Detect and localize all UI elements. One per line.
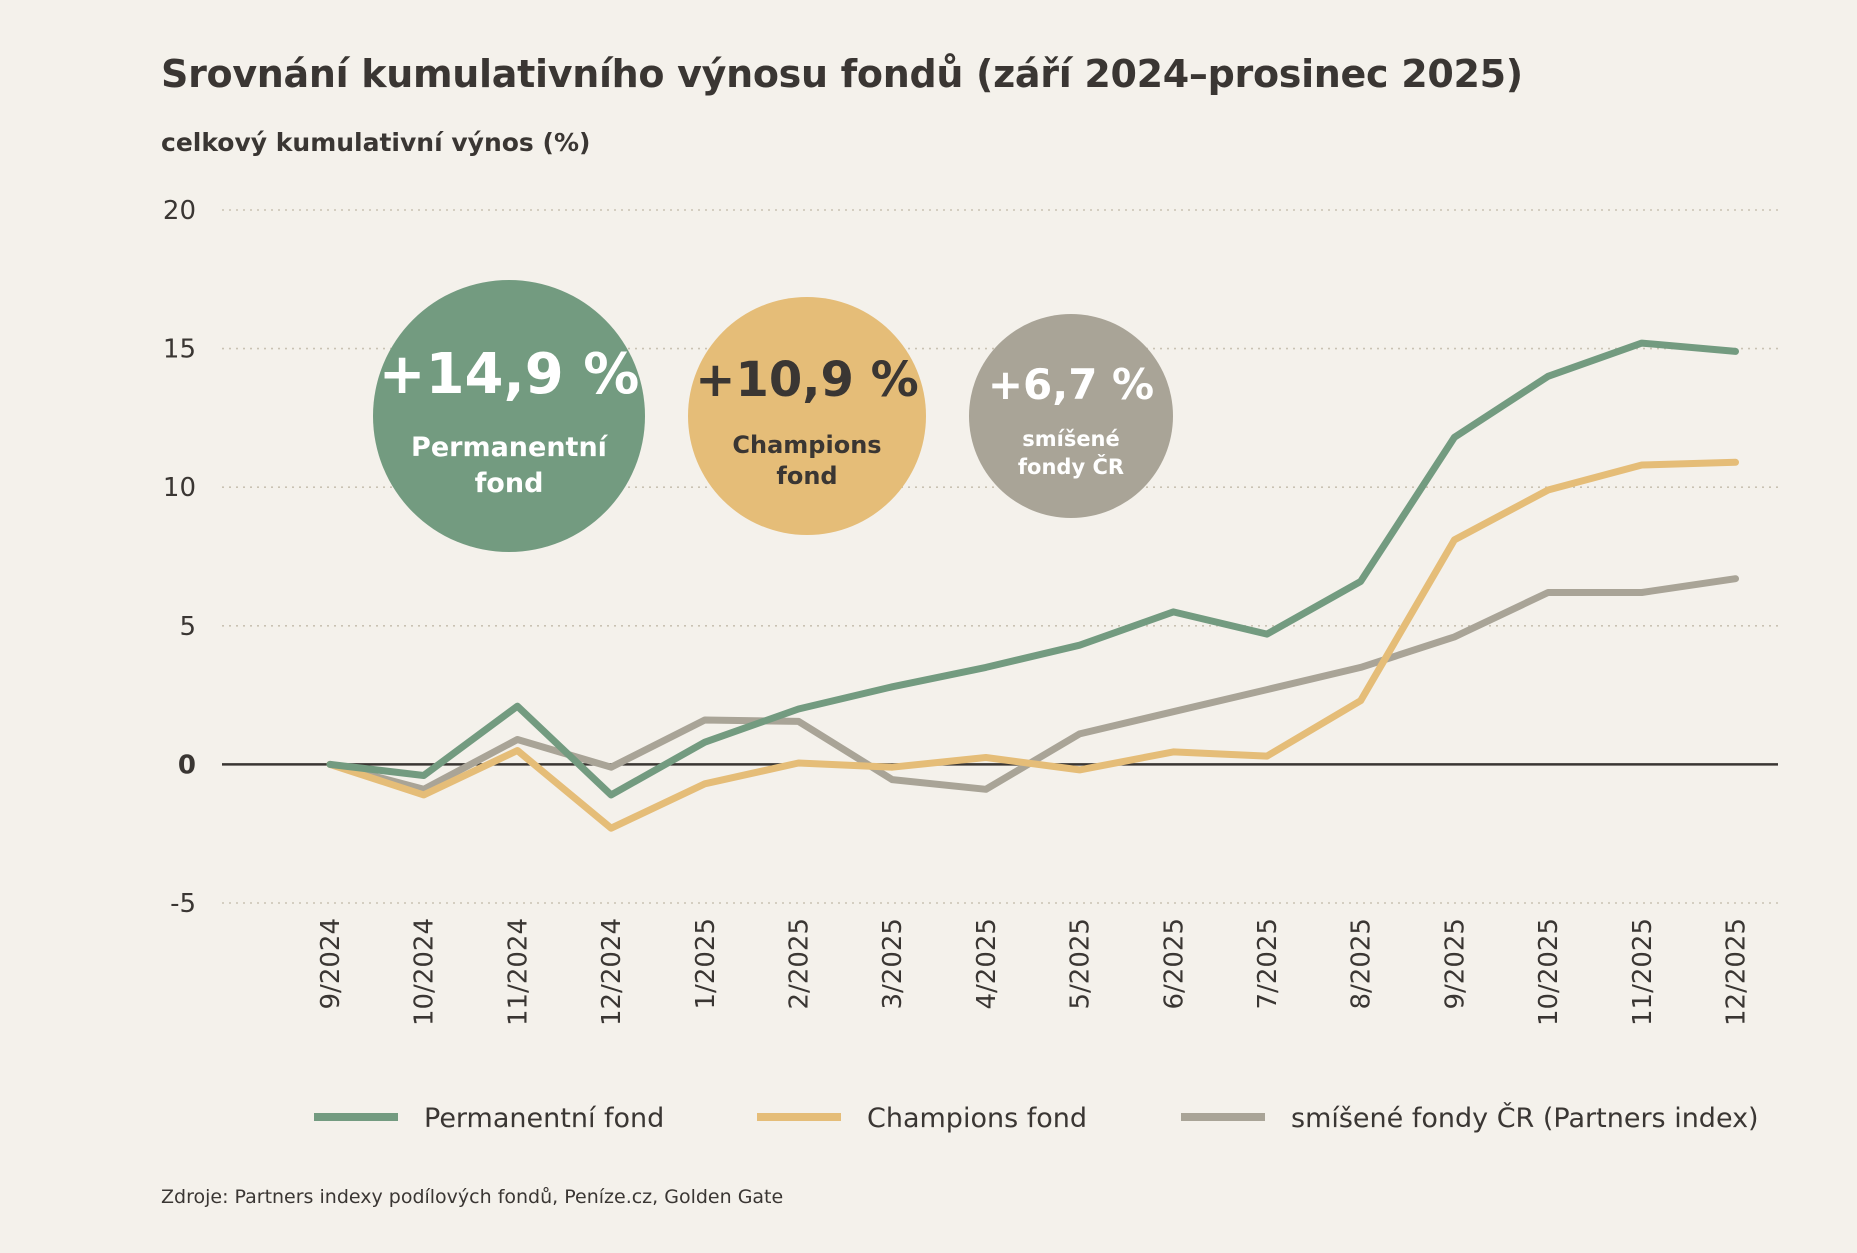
highlight-bubble: +10,9 % Champions fond bbox=[688, 297, 926, 535]
y-axis-title: celkový kumulativní výnos (%) bbox=[161, 128, 591, 157]
bubble-circle bbox=[688, 297, 926, 535]
series-line-2 bbox=[326, 575, 1739, 793]
bubble-label: Champions bbox=[732, 431, 881, 459]
bubble-label: Permanentní bbox=[411, 432, 609, 463]
chart-title: Srovnání kumulativního výnosu fondů (zář… bbox=[161, 52, 1523, 96]
x-axis-ticks: 9/2024 10/2024 11/2024 12/2024 1/2025 2/2025 3… bbox=[316, 918, 1752, 1026]
bubble-circle bbox=[969, 314, 1173, 518]
legend-label: Permanentní fond bbox=[424, 1103, 664, 1134]
x-tick-label: 11/2024 bbox=[503, 918, 533, 1026]
series-line-0 bbox=[326, 339, 1739, 799]
x-tick-label: 1/2025 bbox=[691, 918, 721, 1009]
y-tick-label: 20 bbox=[163, 196, 196, 226]
x-tick-label: 3/2025 bbox=[878, 918, 908, 1009]
y-tick-label: 0 bbox=[178, 750, 196, 780]
x-tick-label: 10/2024 bbox=[410, 918, 440, 1026]
x-tick-label: 9/2025 bbox=[1440, 918, 1470, 1009]
bubble-value: +10,9 % bbox=[695, 352, 918, 408]
bubble-label: fond bbox=[776, 462, 837, 490]
x-tick-label: 9/2024 bbox=[316, 918, 346, 1009]
x-tick-label: 11/2025 bbox=[1628, 918, 1658, 1026]
x-tick-label: 4/2025 bbox=[972, 918, 1002, 1009]
bubble-label: fond bbox=[475, 468, 544, 499]
x-tick-label: 7/2025 bbox=[1253, 918, 1283, 1009]
legend-item: Champions fond bbox=[757, 1103, 1087, 1134]
y-tick-label: 5 bbox=[179, 612, 196, 642]
highlight-bubbles: +14,9 % Permanentní fond +10,9 % Champions fo… bbox=[373, 280, 1173, 552]
bubble-circle bbox=[373, 280, 645, 552]
legend-label: Champions fond bbox=[867, 1103, 1087, 1134]
y-tick-label: -5 bbox=[170, 889, 196, 919]
legend-label: smíšené fondy ČR (Partners index) bbox=[1291, 1102, 1759, 1134]
y-tick-label: 15 bbox=[163, 335, 196, 365]
bubble-label: fondy ČR bbox=[1018, 454, 1124, 479]
y-axis-ticks: 20 15 10 5 0 -5 bbox=[163, 196, 196, 919]
bubble-label: smíšené bbox=[1022, 427, 1120, 451]
legend: Permanentní fond Champions fond smíšené fo… bbox=[314, 1102, 1759, 1134]
x-tick-label: 2/2025 bbox=[785, 918, 815, 1009]
legend-item: Permanentní fond bbox=[314, 1103, 664, 1134]
highlight-bubble: +6,7 % smíšené fondy ČR bbox=[969, 314, 1173, 518]
series-line-1 bbox=[326, 458, 1739, 832]
y-tick-label: 10 bbox=[163, 473, 196, 503]
x-tick-label: 5/2025 bbox=[1066, 918, 1096, 1009]
source-note: Zdroje: Partners indexy podílových fondů… bbox=[161, 1186, 784, 1208]
series-lines bbox=[326, 339, 1739, 832]
highlight-bubble: +14,9 % Permanentní fond bbox=[373, 280, 645, 552]
x-tick-label: 8/2025 bbox=[1347, 918, 1377, 1009]
x-tick-label: 6/2025 bbox=[1159, 918, 1189, 1009]
bubble-value: +14,9 % bbox=[379, 342, 640, 407]
legend-item: smíšené fondy ČR (Partners index) bbox=[1181, 1102, 1759, 1134]
bubble-value: +6,7 % bbox=[988, 360, 1154, 409]
x-tick-label: 12/2025 bbox=[1722, 918, 1752, 1026]
x-tick-label: 12/2024 bbox=[597, 918, 627, 1026]
x-tick-label: 10/2025 bbox=[1534, 918, 1564, 1026]
